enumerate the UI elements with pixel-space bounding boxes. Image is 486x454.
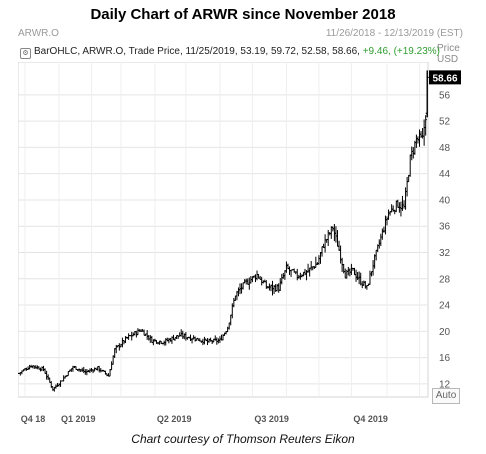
quarter-labels: Q4 18 Q1 2019 Q2 2019 Q3 2019 Q4 2019 [18,414,428,426]
chart-title: Daily Chart of ARWR since November 2018 [90,6,396,23]
price-axis-label: Price [437,43,460,54]
ohlc-chart[interactable]: 121620242832364044485256DecJanFebMarAprM… [18,62,463,402]
y-tick-label: 48 [439,143,451,154]
quarter-label: Q1 2019 [61,414,96,424]
last-price-label: 58.66 [432,73,457,84]
quarter-label: Q4 2019 [353,414,388,424]
settings-icon[interactable]: ⚙ [20,48,31,59]
price-axis-header: Price USD [437,43,460,65]
series-legend: ⚙ BarOHLC, ARWR.O, Trade Price, 11/25/201… [20,46,440,59]
y-tick-label: 52 [439,117,451,128]
y-tick-label: 56 [439,90,451,101]
y-tick-label: 36 [439,222,451,233]
date-range-label: 11/26/2018 - 12/13/2019 (EST) [325,28,463,39]
chart-credit: Chart courtesy of Thomson Reuters Eikon [131,432,355,446]
auto-scale-button[interactable]: Auto [432,388,460,404]
symbol-label: ARWR.O [18,28,59,39]
plot-frame [18,62,429,398]
quarter-label: Q4 18 [20,414,46,424]
last-price-tag [429,70,461,85]
y-tick-label: 44 [439,169,451,180]
legend-text: BarOHLC, ARWR.O, Trade Price, 11/25/2019… [34,46,360,57]
chart-top-row: ARWR.O 11/26/2018 - 12/13/2019 (EST) [18,26,463,42]
y-tick-label: 28 [439,274,451,285]
currency-label: USD [437,54,459,65]
y-tick-label: 24 [439,301,451,312]
y-tick-label: 16 [439,353,451,364]
quarter-label: Q3 2019 [254,414,289,424]
y-tick-label: 20 [439,327,451,338]
y-tick-label: 32 [439,248,451,259]
quarter-label: Q2 2019 [156,414,192,424]
legend-change: +9.46, (+19.23%) [362,46,440,57]
y-tick-label: 12 [439,379,451,390]
y-tick-label: 40 [439,195,451,206]
